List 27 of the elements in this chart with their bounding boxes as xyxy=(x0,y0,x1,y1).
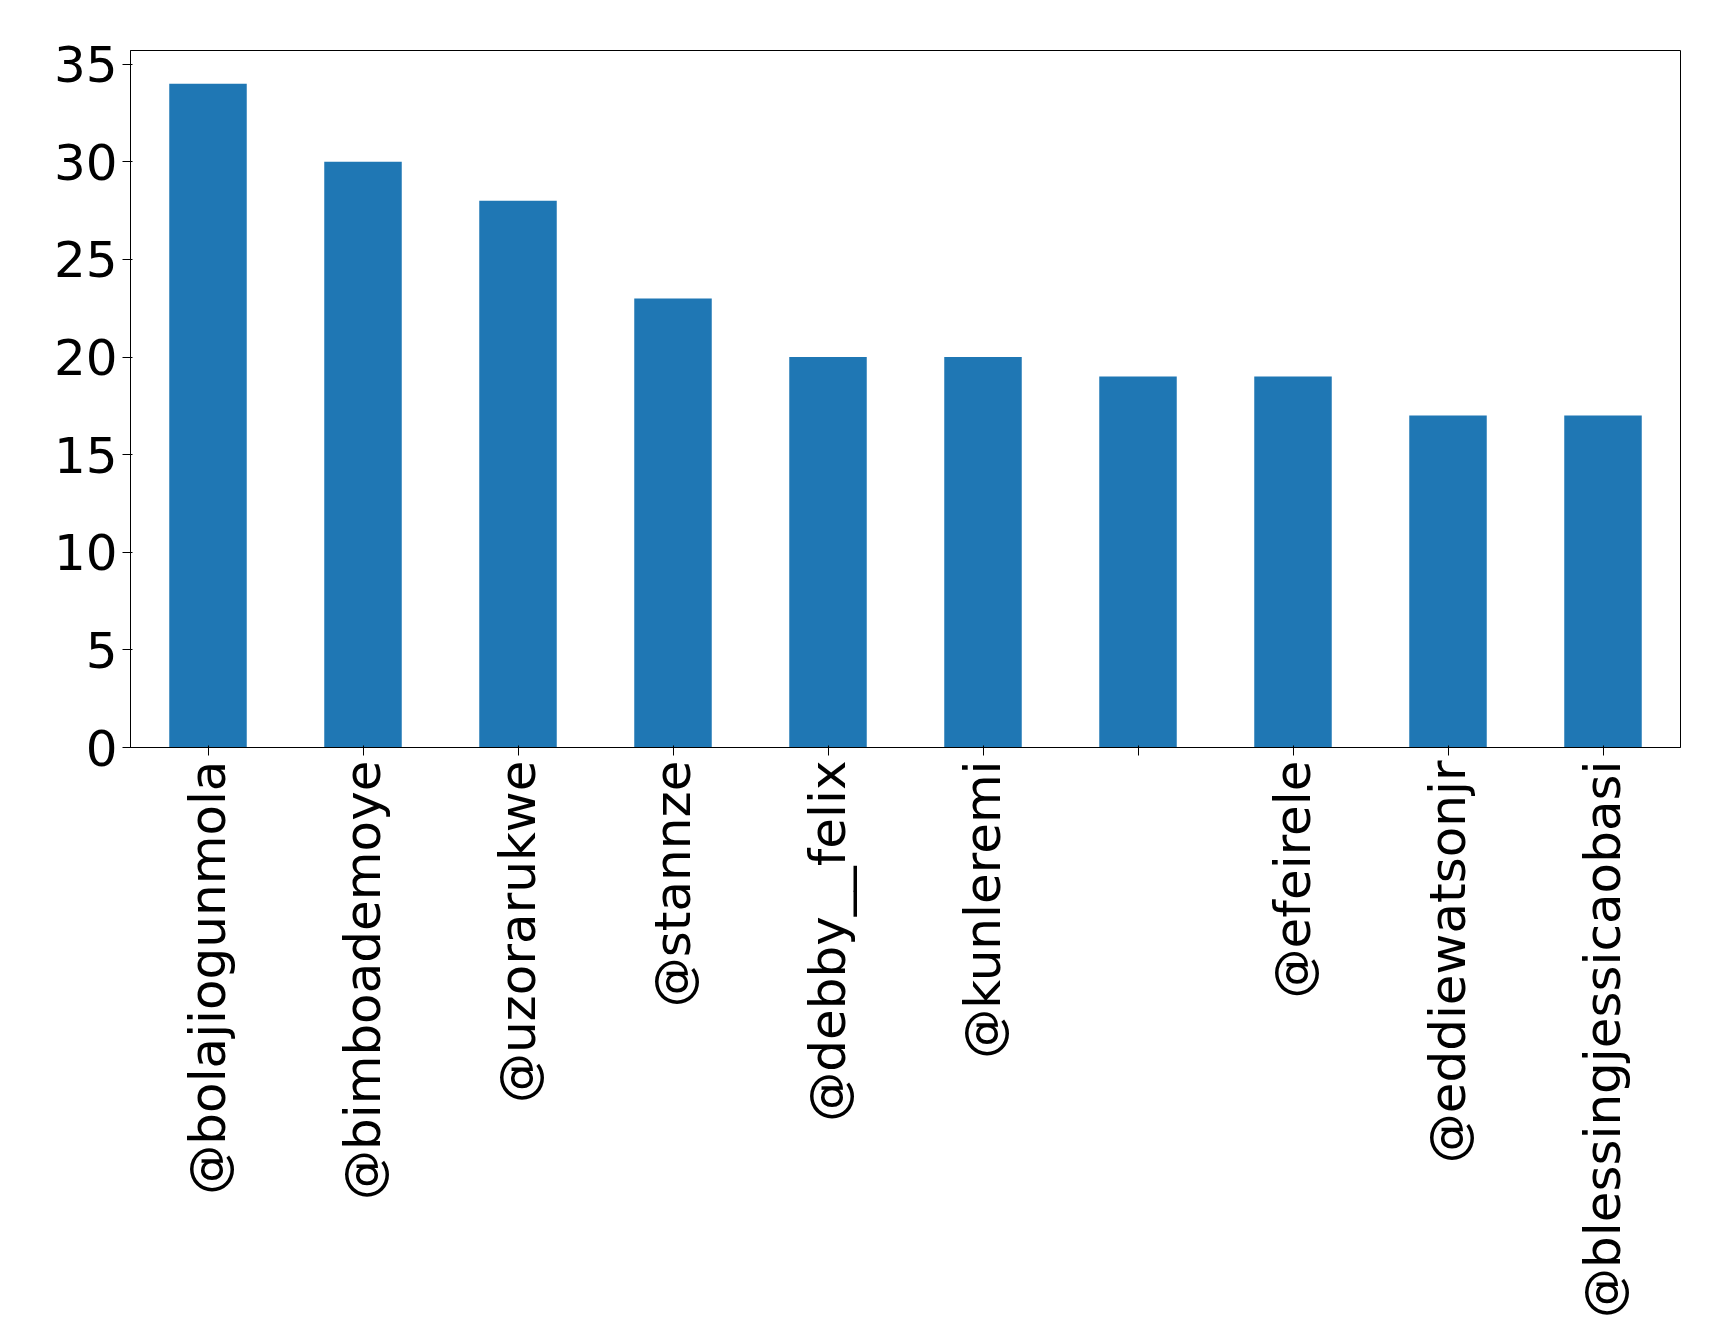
bar xyxy=(324,161,402,748)
y-tick-label: 0 xyxy=(85,719,118,778)
x-tick-label: @bolajiogunmola xyxy=(179,760,237,1195)
bar xyxy=(1409,415,1487,748)
y-tick-label: 25 xyxy=(53,231,118,290)
bar xyxy=(1254,376,1332,748)
y-tick-label: 5 xyxy=(85,621,118,680)
x-tick-label: @efeirele xyxy=(1264,760,1322,999)
bar xyxy=(944,357,1022,748)
x-tick-label: @blessingjessicaobasi xyxy=(1574,760,1632,1318)
x-tick-label: @eddiewatsonjr xyxy=(1419,760,1477,1164)
bar xyxy=(634,298,712,748)
x-tick-label: @bimboademoye xyxy=(334,760,392,1200)
y-tick-label: 20 xyxy=(53,329,118,388)
y-tick-label: 30 xyxy=(53,133,118,192)
x-tick-label: @debby__felix xyxy=(799,760,857,1122)
bar xyxy=(1099,376,1177,748)
x-tick-label: @uzorarukwe xyxy=(489,760,547,1104)
bar xyxy=(1564,415,1642,748)
y-tick-label: 35 xyxy=(53,36,118,95)
x-tick-label: @kunleremi xyxy=(954,760,1012,1059)
y-tick-label: 15 xyxy=(53,426,118,485)
bar xyxy=(789,357,867,748)
x-tick-label: @stannze xyxy=(644,760,702,1008)
bar xyxy=(479,200,557,748)
bar xyxy=(169,83,247,748)
y-tick-label: 10 xyxy=(53,524,118,583)
